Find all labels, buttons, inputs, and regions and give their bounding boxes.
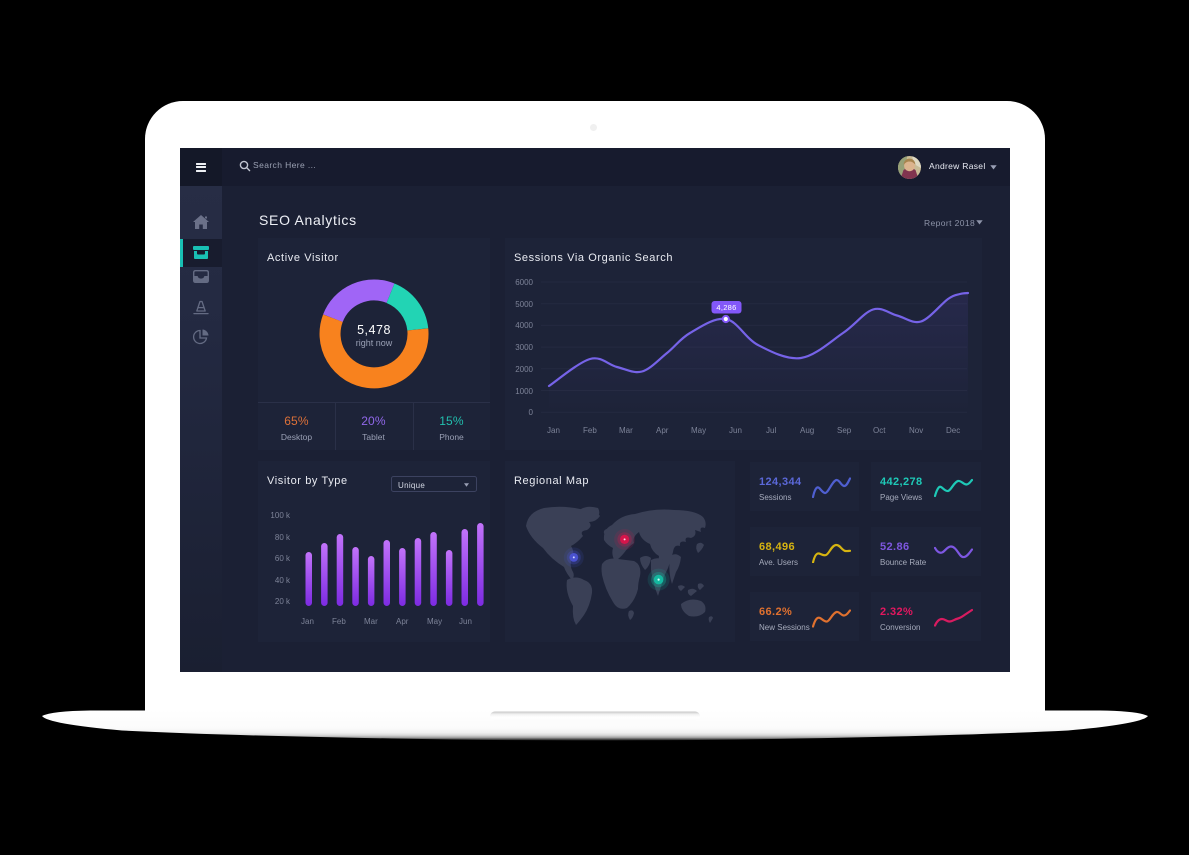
svg-text:4,286: 4,286 xyxy=(716,303,736,312)
